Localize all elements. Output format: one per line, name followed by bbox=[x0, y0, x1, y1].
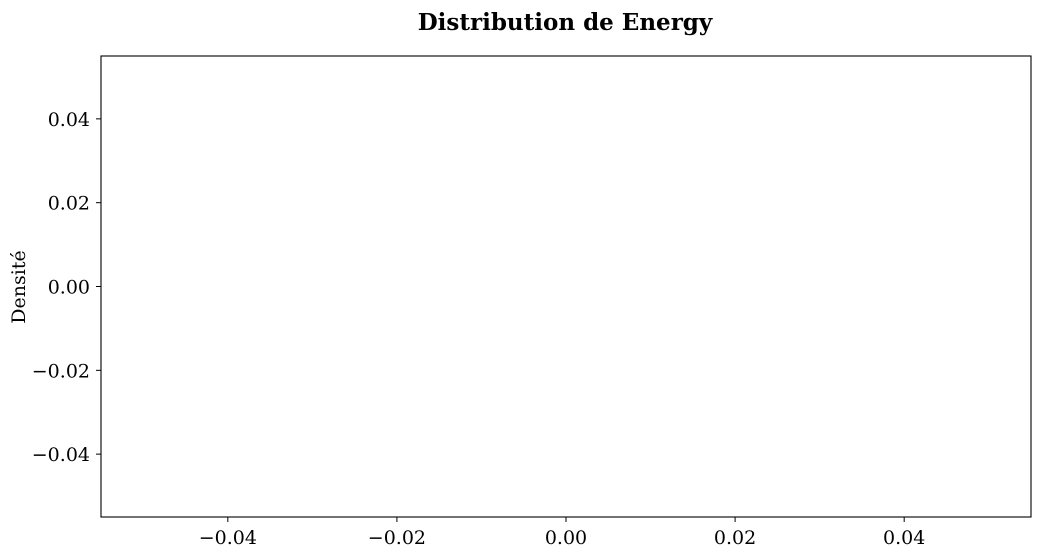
y-axis-label: Densité bbox=[8, 250, 30, 323]
axes-frame bbox=[100, 55, 1032, 518]
y-tick-label: 0.00 bbox=[48, 277, 90, 299]
x-tick-label: −0.02 bbox=[368, 527, 426, 549]
x-axis: −0.04 −0.02 0.00 0.02 0.04 bbox=[199, 517, 925, 549]
y-tick-label: 0.04 bbox=[48, 109, 90, 131]
y-tick-label: −0.02 bbox=[32, 360, 90, 382]
y-tick-label: −0.04 bbox=[32, 444, 90, 466]
chart-title: Distribution de Energy bbox=[418, 9, 713, 36]
x-tick-label: 0.00 bbox=[545, 527, 587, 549]
x-tick-label: −0.04 bbox=[199, 527, 257, 549]
x-tick-label: 0.04 bbox=[883, 527, 925, 549]
y-tick-label: 0.02 bbox=[48, 193, 90, 215]
y-axis: −0.04 −0.02 0.00 0.02 0.04 bbox=[32, 109, 101, 466]
x-tick-label: 0.02 bbox=[714, 527, 756, 549]
